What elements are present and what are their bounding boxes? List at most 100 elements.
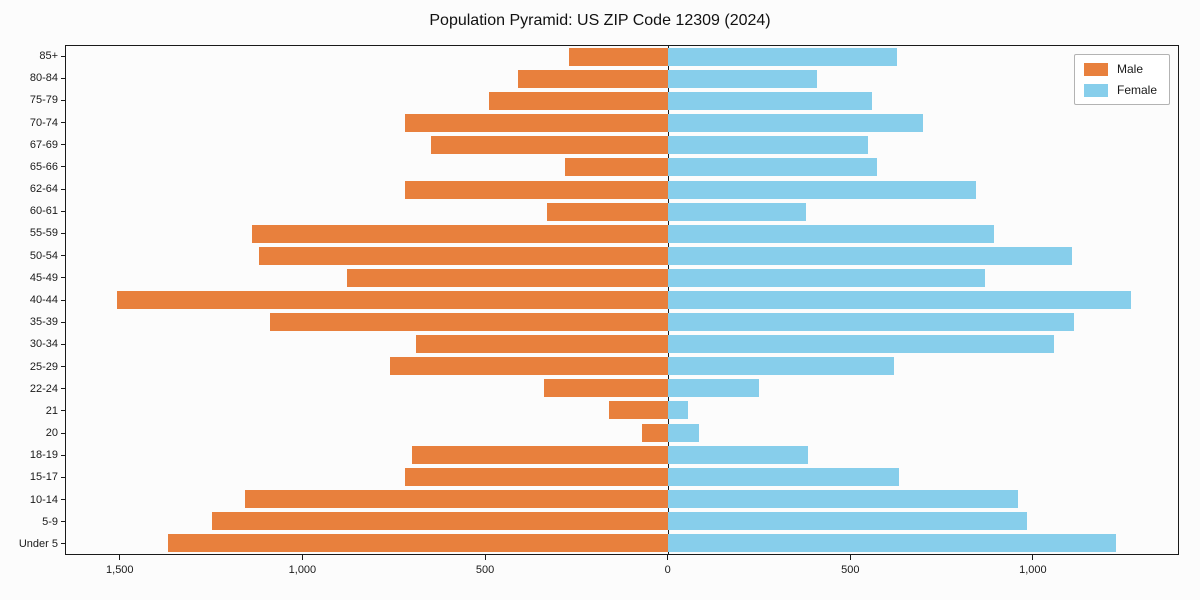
y-axis-label: 21 (45, 404, 58, 417)
female-bar (667, 70, 818, 89)
male-bar (609, 401, 668, 420)
y-axis-label: 62-64 (29, 183, 58, 196)
y-axis-label: 10-14 (29, 493, 58, 506)
y-axis-label: 35-39 (29, 316, 58, 329)
x-axis-tick (849, 555, 851, 560)
y-axis-labels: 85+ 80-84 75-79 70-74 67-69 65-66 62-64 60-61 55… (0, 45, 65, 555)
y-axis-label: 60-61 (29, 205, 58, 218)
male-bar (412, 445, 668, 464)
y-axis-label: Under 5 (18, 537, 58, 550)
y-axis-label: 70-74 (29, 116, 58, 129)
male-bar (642, 423, 668, 442)
y-axis-tick (61, 232, 65, 234)
female-bar (667, 489, 1018, 508)
y-axis-label: 50-54 (29, 249, 58, 262)
male-bar (488, 92, 668, 111)
y-axis-tick (61, 210, 65, 212)
male-bar (416, 335, 668, 354)
male-bar (211, 511, 668, 530)
y-axis-tick (61, 77, 65, 79)
y-axis-tick (61, 476, 65, 478)
x-axis-label: 1,000 (1019, 564, 1047, 576)
y-axis-tick (61, 122, 65, 124)
male-bar (168, 533, 668, 552)
male-bar (430, 136, 668, 155)
male-bar (117, 291, 668, 309)
y-axis-tick (61, 543, 65, 545)
y-axis-label: 65-66 (29, 160, 58, 173)
male-bar (390, 357, 668, 376)
female-bar (667, 136, 869, 155)
female-bar (667, 158, 878, 177)
x-axis-tick (667, 555, 669, 560)
x-axis-tick (301, 555, 303, 560)
y-axis-label: 85+ (39, 50, 58, 63)
y-axis-label: 55-59 (29, 227, 58, 240)
y-axis-tick (61, 321, 65, 323)
male-bar (547, 202, 668, 221)
male-bar (543, 379, 668, 398)
male-bar (518, 70, 668, 89)
plot-area: Male Female (65, 45, 1179, 555)
y-axis-tick (61, 388, 65, 390)
y-axis-label: 75-79 (29, 94, 58, 107)
chart-title: Population Pyramid: US ZIP Code 12309 (2… (429, 12, 771, 29)
female-bar (667, 467, 900, 486)
y-axis-tick (61, 410, 65, 412)
y-axis-label: 20 (45, 427, 58, 440)
male-bar (251, 224, 668, 243)
y-axis-tick (61, 144, 65, 146)
x-axis-tick (484, 555, 486, 560)
y-axis-tick (61, 188, 65, 190)
legend-item-female: Female (1083, 83, 1157, 97)
y-axis-label: 25-29 (29, 360, 58, 373)
y-axis-label: 22-24 (29, 382, 58, 395)
female-bar (667, 246, 1073, 265)
x-axis-label: 1,000 (288, 564, 317, 576)
y-axis-tick (61, 255, 65, 257)
y-axis-tick (61, 366, 65, 368)
x-axis-label: 1,500 (106, 564, 134, 576)
male-bar (244, 489, 668, 508)
y-axis-tick (61, 521, 65, 523)
male-bar (259, 246, 668, 265)
male-bar (569, 48, 668, 67)
female-bar (667, 291, 1131, 309)
male-legend-swatch (1083, 62, 1108, 76)
male-bar (270, 313, 668, 332)
y-axis-label: 30-34 (29, 338, 58, 351)
y-axis-tick (61, 343, 65, 345)
female-bar (667, 224, 994, 243)
female-bar (667, 268, 985, 287)
female-bar (667, 401, 688, 420)
x-axis-ticks: 1,500 1,000 500 0 500 1,000 (65, 555, 1179, 587)
female-bar (667, 511, 1027, 530)
x-axis-tick (1032, 555, 1034, 560)
female-bar (667, 313, 1075, 332)
male-bar (565, 158, 668, 177)
female-bar (667, 180, 976, 199)
x-axis-label: 500 (841, 564, 860, 576)
x-axis-label: 0 (664, 564, 671, 576)
male-legend-label: Male (1116, 62, 1143, 76)
y-axis-tick (61, 454, 65, 456)
x-axis-tick (119, 555, 121, 560)
female-bar (667, 423, 699, 442)
x-axis-label: 500 (475, 564, 495, 576)
female-bar (667, 533, 1116, 552)
female-bar (667, 357, 894, 376)
y-axis-tick (61, 55, 65, 57)
female-bar (667, 445, 808, 464)
y-axis-label: 5-9 (42, 515, 58, 528)
y-axis-label: 45-49 (29, 271, 58, 284)
y-axis-tick (61, 432, 65, 434)
y-axis-label: 67-69 (29, 138, 58, 151)
y-axis-tick (61, 99, 65, 101)
female-legend-swatch (1083, 83, 1108, 97)
legend: Male Female (1073, 54, 1170, 105)
legend-item-male: Male (1083, 62, 1157, 76)
y-axis-label: 15-17 (29, 471, 58, 484)
y-axis-tick (61, 499, 65, 501)
female-legend-label: Female (1116, 83, 1157, 97)
